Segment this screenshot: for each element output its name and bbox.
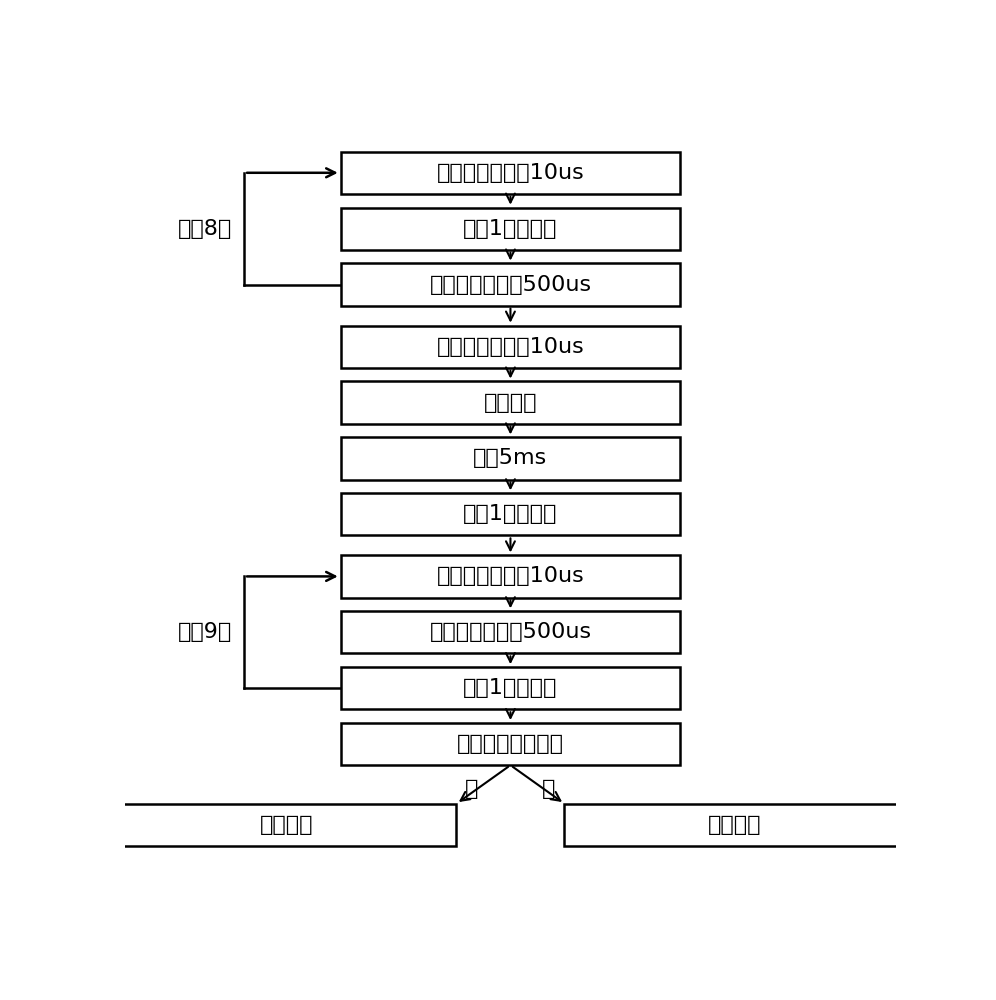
Text: 通信失败: 通信失败 [260,815,314,835]
Text: 时钟拉低，延时10us: 时钟拉低，延时10us [436,163,585,183]
FancyBboxPatch shape [341,208,680,250]
Text: 通信完成: 通信完成 [707,815,761,835]
Text: 输出1比特数据: 输出1比特数据 [463,219,558,239]
FancyBboxPatch shape [341,326,680,368]
Text: 时钟拉高，延时500us: 时钟拉高，延时500us [429,275,592,295]
FancyBboxPatch shape [341,493,680,535]
Text: 是: 是 [543,779,556,799]
FancyBboxPatch shape [341,555,680,598]
FancyBboxPatch shape [341,263,680,306]
Text: 循环8次: 循环8次 [178,219,233,239]
FancyBboxPatch shape [341,152,680,194]
Text: 时钟拉低，延时10us: 时钟拉低，延时10us [436,566,585,586]
FancyBboxPatch shape [341,381,680,424]
FancyBboxPatch shape [341,437,680,480]
Text: 延时5ms: 延时5ms [473,448,548,468]
FancyBboxPatch shape [341,667,680,709]
Text: 时钟拉高，延时500us: 时钟拉高，延时500us [429,622,592,642]
Text: 时钟拉低，延时10us: 时钟拉低，延时10us [436,337,585,357]
Text: 接收1比特数据: 接收1比特数据 [463,678,558,698]
Text: 时钟拉高: 时钟拉高 [484,393,537,413]
Text: 循环9次: 循环9次 [178,622,233,642]
Text: 接收1比特数据: 接收1比特数据 [463,504,558,524]
FancyBboxPatch shape [341,611,680,653]
FancyBboxPatch shape [117,804,456,846]
Text: 否: 否 [465,779,478,799]
FancyBboxPatch shape [341,723,680,765]
Text: 解析数据是否合法: 解析数据是否合法 [457,734,564,754]
FancyBboxPatch shape [565,804,904,846]
